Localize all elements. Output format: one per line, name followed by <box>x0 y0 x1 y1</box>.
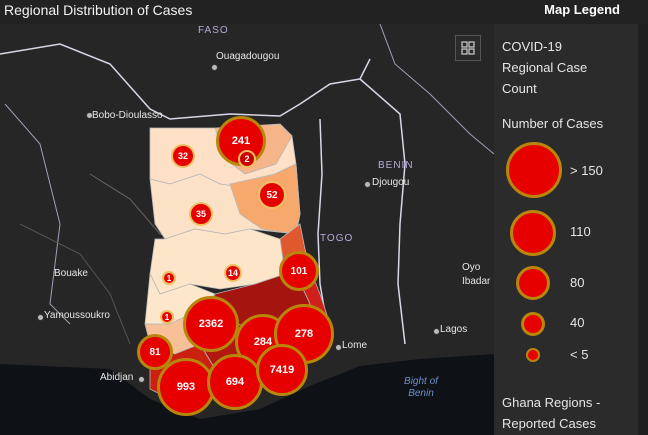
label-bobo-dioulasso: Bobo-Dioulasso <box>92 110 163 121</box>
label-bight-of-benin: Bight of Benin <box>404 376 438 399</box>
label-oyo: Oyo <box>462 262 481 273</box>
bubble-upper-east-small[interactable]: 2 <box>238 150 256 168</box>
legend-symbol-5 <box>526 348 540 362</box>
bubble-ashanti[interactable]: 2362 <box>183 296 239 352</box>
bubble-savannah[interactable]: 35 <box>189 202 213 226</box>
border-benin-nigeria <box>359 78 406 345</box>
grid-icon <box>461 41 475 55</box>
legend-label-110: 110 <box>570 224 591 239</box>
map-view[interactable]: FASO Ouagadougou Bobo-Dioulasso BENIN Dj… <box>0 24 494 435</box>
legend-label-40: 40 <box>570 315 585 330</box>
label-bouake: Bouake <box>54 268 88 279</box>
legend-regions-title: Ghana Regions - Reported Cases <box>502 395 601 431</box>
bubble-greater-accra[interactable]: 7419 <box>256 344 308 396</box>
legend-label-80: 80 <box>570 275 585 290</box>
city-dot-djougou <box>364 181 371 188</box>
bubble-bono-east[interactable]: 14 <box>224 264 242 282</box>
map-title: Regional Distribution of Cases <box>4 2 193 18</box>
city-dot-yamoussoukro <box>37 314 44 321</box>
basemap-toggle-button[interactable] <box>455 35 481 61</box>
label-faso: FASO <box>198 25 229 36</box>
city-dot-abidjan <box>138 376 145 383</box>
legend-scrollbar[interactable] <box>638 24 648 435</box>
border-burkina <box>0 43 371 120</box>
label-yamoussoukro: Yamoussoukro <box>44 310 110 321</box>
label-lagos: Lagos <box>440 324 468 335</box>
bubble-ahafo[interactable]: 1 <box>160 310 174 324</box>
legend-symbol-110 <box>510 210 556 256</box>
legend-layer-title: COVID-19 Regional Case Count <box>502 39 588 96</box>
legend-symbol-150 <box>506 142 562 198</box>
ocean <box>0 354 494 435</box>
legend-panel: COVID-19 Regional Case Count Number of C… <box>494 24 648 435</box>
label-djougou: Djougou <box>372 177 410 188</box>
city-dot-lome <box>335 344 342 351</box>
bubble-oti[interactable]: 101 <box>279 251 319 291</box>
road-2 <box>19 223 131 345</box>
legend-label-150: > 150 <box>570 163 603 178</box>
label-lome: Lome <box>342 340 368 351</box>
legend-field-label: Number of Cases <box>502 116 604 131</box>
label-benin: BENIN <box>378 160 414 171</box>
bubble-upper-west[interactable]: 32 <box>171 144 195 168</box>
border-north <box>379 24 494 155</box>
legend-symbol-80 <box>516 266 550 300</box>
city-dot-ouagadougou <box>211 64 218 71</box>
bubble-western[interactable]: 993 <box>157 358 215 416</box>
legend-label-5: < 5 <box>570 347 589 362</box>
bubble-western-north[interactable]: 81 <box>137 334 173 370</box>
legend-symbol-40 <box>521 312 545 336</box>
legend-title: Map Legend <box>544 2 620 17</box>
bubble-northern[interactable]: 52 <box>258 181 286 209</box>
label-togo: TOGO <box>320 233 354 244</box>
label-ibadan: Ibadar <box>462 276 491 287</box>
bubble-bono[interactable]: 1 <box>162 271 176 285</box>
label-abidjan: Abidjan <box>100 372 134 383</box>
header-bar: Regional Distribution of Cases Map Legen… <box>0 0 648 24</box>
border-west <box>4 103 71 325</box>
city-dot-bobo <box>86 112 93 119</box>
label-ouagadougou: Ouagadougou <box>216 51 280 62</box>
city-dot-lagos <box>433 328 440 335</box>
bubble-central[interactable]: 694 <box>207 354 263 410</box>
